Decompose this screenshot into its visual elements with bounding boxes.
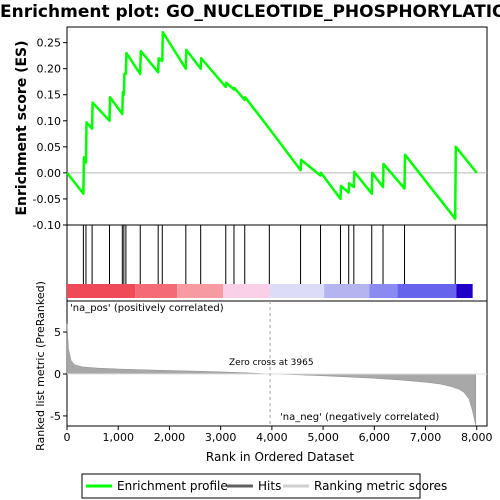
metric-xtick-label: 6,000: [359, 431, 391, 444]
metric-xtick-label: 0: [64, 431, 71, 444]
legend-label-hits: Hits: [258, 479, 281, 493]
colorbar-segment: [67, 284, 136, 298]
colorbar-segment: [177, 284, 224, 298]
es-ytick-label: 0.10: [37, 115, 62, 128]
colorbar-segment: [456, 284, 473, 298]
es-ytick-label: -0.10: [33, 219, 61, 232]
neg-label: 'na_neg' (negatively correlated): [280, 412, 439, 423]
es-ytick-label: -0.05: [33, 193, 61, 206]
es-ytick-label: 0.20: [37, 63, 62, 76]
colorbar-segment: [270, 284, 325, 298]
enrichment-profile-line: [66, 30, 478, 220]
colorbar-segment: [135, 284, 178, 298]
metric-ytick-label: -5: [50, 410, 61, 423]
hits-layer: [82, 225, 456, 284]
metric-xtick-label: 5,000: [307, 431, 339, 444]
metric-xlabel: Rank in Ordered Dataset: [206, 450, 354, 464]
metric-ytick-label: 5: [54, 326, 61, 339]
metric-ylabel: Ranked list metric (PreRanked): [34, 281, 47, 451]
es-ytick-label: 0.25: [37, 37, 62, 50]
metric-xtick-label: 1,000: [102, 431, 134, 444]
colorbar: [67, 284, 473, 298]
metric-xtick-label: 2,000: [154, 431, 186, 444]
es-layer: -0.10 -0.05 0.00 0.05 0.10 0.15 0.20 0.25: [33, 30, 487, 232]
metric-ytick-label: 0: [54, 368, 61, 381]
colorbar-segment: [324, 284, 370, 298]
colorbar-segment: [223, 284, 271, 298]
legend-label-enrichment: Enrichment profile: [117, 479, 228, 493]
colorbar-segment: [369, 284, 398, 298]
es-ytick-label: 0.15: [37, 89, 62, 102]
es-ytick-label: 0.00: [37, 167, 62, 180]
metric-xtick-label: 8,000: [461, 431, 493, 444]
pos-label: 'na_pos' (positively correlated): [70, 303, 224, 314]
colorbar-segment: [397, 284, 457, 298]
legend-label-metric: Ranking metric scores: [314, 479, 447, 493]
es-ytick-label: 0.05: [37, 141, 62, 154]
legend: Enrichment profile Hits Ranking metric s…: [81, 473, 447, 499]
metric-xtick-label: 7,000: [410, 431, 442, 444]
es-ylabel: Enrichment score (ES): [14, 40, 30, 215]
zero-cross-label: Zero cross at 3965: [229, 358, 314, 368]
chart-title: Enrichment plot: GO_NUCLEOTIDE_PHOSPHORY…: [0, 2, 500, 22]
metric-xtick-label: 4,000: [256, 431, 288, 444]
metric-xtick-label: 3,000: [205, 431, 237, 444]
